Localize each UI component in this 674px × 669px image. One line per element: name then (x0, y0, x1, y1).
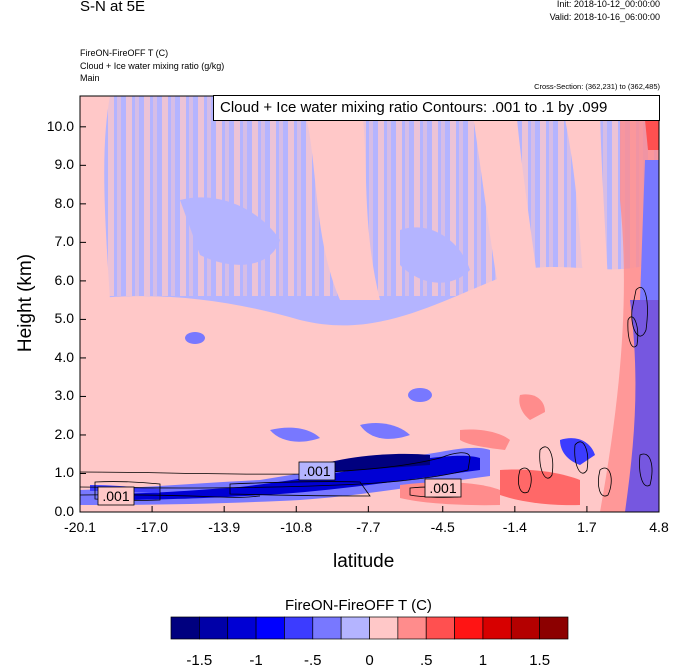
x-tick-label: 4.8 (649, 519, 669, 535)
colorbar-box (454, 616, 484, 640)
colorbar-label: .5 (419, 652, 433, 669)
field-description: FireON-FireOFF T (C) (80, 48, 169, 58)
x-tick-label: 1.7 (577, 519, 597, 535)
colorbar-box (199, 616, 229, 640)
y-tick-label: 7.0 (54, 233, 74, 250)
y-tick-label: 5.0 (54, 310, 74, 327)
cross-section-label: Cross-Section: (362,231) to (362,485) (534, 82, 660, 91)
heatmap-field (79, 96, 659, 512)
y-tick-label: 6.0 (54, 271, 74, 288)
y-tick-label: 4.0 (54, 348, 74, 365)
x-tick-label: -7.7 (356, 519, 381, 535)
x-tick-label: -20.1 (64, 519, 96, 535)
level-description: Main (80, 73, 100, 83)
colorbar-box (425, 616, 455, 640)
y-tick-label: 8.0 (54, 194, 74, 211)
contour-label-2 (298, 461, 336, 481)
contour-info-box: Cloud + Ice water mixing ratio Contours:… (213, 95, 660, 121)
contour-label-text-3: .001 (429, 480, 456, 496)
x-axis-label: latitude (333, 551, 395, 572)
colorbar (170, 616, 569, 640)
colorbar-box (227, 616, 257, 640)
init-time: Init: 2018-10-12_00:00:00 (556, 0, 660, 9)
y-tick-label: 9.0 (54, 156, 74, 173)
x-tick-label: -17.0 (136, 519, 169, 535)
colorbar-box (482, 616, 512, 640)
axis-ticks (79, 126, 660, 513)
colorbar-box (170, 616, 200, 640)
y-tick-label: 10.0 (46, 117, 74, 134)
contour-description: Cloud + Ice water mixing ratio (g/kg) (80, 61, 225, 71)
colorbar-box (539, 616, 569, 640)
x-tick-label: -1.4 (502, 519, 527, 535)
y-tick-label: 2.0 (54, 425, 74, 442)
colorbar-label: 1 (478, 652, 488, 669)
plot-title: S-N at 5E (80, 0, 146, 15)
colorbar-box (369, 616, 399, 640)
colorbar-label: -1.5 (186, 652, 213, 669)
colorbar-label: 0 (365, 652, 374, 669)
contour-label-1 (97, 486, 135, 506)
contour-label-3 (424, 478, 462, 498)
colorbar-box (397, 616, 427, 640)
colorbar-box (340, 616, 370, 640)
y-tick-label: 0.0 (54, 503, 74, 519)
x-tick-label: -10.8 (280, 519, 313, 535)
x-tick-label: -13.9 (208, 519, 241, 535)
colorbar-title: FireON-FireOFF T (C) (285, 597, 432, 614)
contour-label-text-1: .001 (102, 488, 129, 504)
colorbar-box (255, 616, 285, 640)
valid-time: Valid: 2018-10-16_06:00:00 (549, 12, 660, 22)
colorbar-box (312, 616, 342, 640)
colorbar-label: 1.5 (529, 652, 551, 669)
y-tick-label: 1.0 (54, 464, 74, 481)
contour-label-text-2: .001 (303, 463, 330, 479)
colorbar-box (510, 616, 540, 640)
y-tick-label: 3.0 (54, 387, 74, 404)
y-axis-label: Height (km) (15, 253, 36, 353)
colorbar-label: -.5 (304, 652, 322, 669)
x-tick-label: -4.5 (430, 519, 455, 535)
colorbar-label: -1 (249, 652, 263, 669)
colorbar-box (284, 616, 314, 640)
